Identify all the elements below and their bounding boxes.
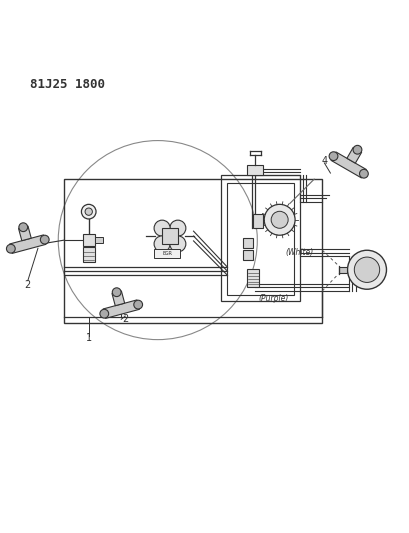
Circle shape — [85, 208, 92, 215]
Bar — [95, 237, 103, 244]
Polygon shape — [112, 291, 125, 306]
Circle shape — [264, 204, 295, 235]
Bar — [247, 269, 259, 287]
Circle shape — [154, 236, 170, 252]
Bar — [243, 251, 253, 261]
Circle shape — [40, 235, 49, 244]
Text: EGR: EGR — [162, 252, 172, 256]
Circle shape — [360, 169, 368, 178]
Circle shape — [100, 309, 109, 318]
Bar — [221, 175, 300, 301]
Text: 81J25 1800: 81J25 1800 — [30, 78, 105, 91]
Text: 2: 2 — [122, 314, 128, 324]
Circle shape — [354, 257, 380, 282]
Circle shape — [329, 152, 338, 160]
Circle shape — [271, 211, 288, 228]
Circle shape — [170, 236, 186, 252]
Text: 3: 3 — [358, 280, 364, 290]
Circle shape — [7, 244, 15, 253]
Bar — [339, 267, 348, 272]
Text: 2: 2 — [25, 280, 31, 290]
Bar — [227, 183, 294, 295]
Text: 1: 1 — [85, 333, 92, 343]
Bar — [247, 165, 263, 175]
Bar — [243, 238, 253, 248]
Circle shape — [170, 220, 186, 236]
Polygon shape — [331, 152, 366, 178]
Bar — [162, 228, 178, 244]
Bar — [253, 214, 263, 228]
Text: (White): (White) — [286, 248, 314, 257]
Circle shape — [112, 288, 121, 296]
Circle shape — [19, 223, 28, 232]
Text: 4: 4 — [321, 156, 327, 166]
Polygon shape — [103, 300, 139, 318]
Bar — [83, 234, 95, 246]
Bar — [154, 249, 180, 259]
Bar — [83, 247, 95, 262]
Text: (Purple): (Purple) — [258, 295, 289, 303]
Circle shape — [348, 251, 387, 289]
Bar — [64, 179, 322, 324]
Circle shape — [353, 146, 362, 154]
Circle shape — [154, 220, 170, 236]
Circle shape — [81, 204, 96, 219]
Polygon shape — [347, 147, 362, 163]
Polygon shape — [9, 235, 46, 253]
Circle shape — [134, 300, 143, 309]
Polygon shape — [18, 226, 31, 241]
